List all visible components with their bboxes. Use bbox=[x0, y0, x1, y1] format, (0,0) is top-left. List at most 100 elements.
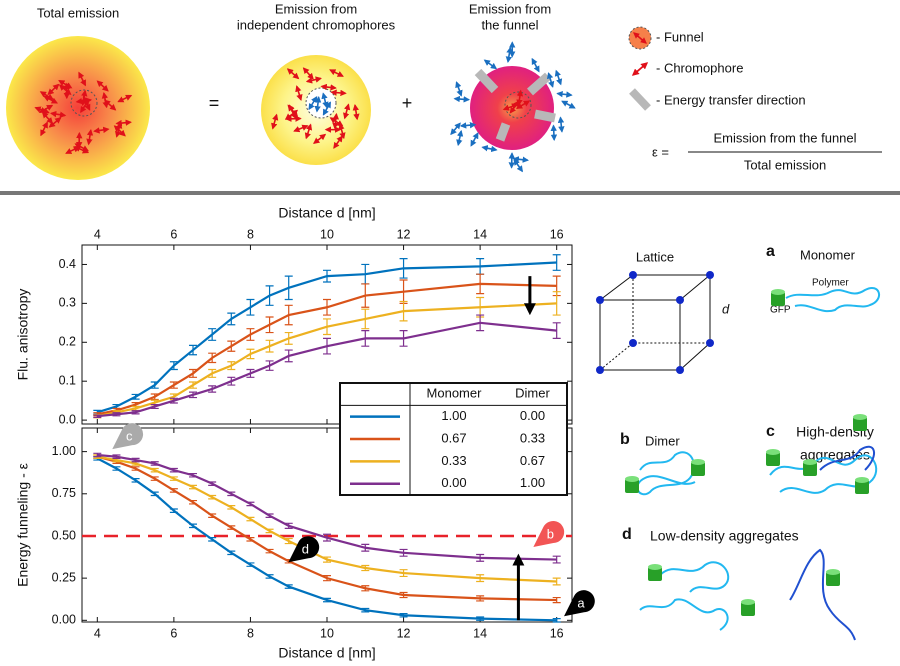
x-tick-label: 4 bbox=[94, 626, 101, 640]
chromophore-arrow bbox=[314, 96, 322, 113]
chromophore-arrow bbox=[113, 125, 126, 137]
plots: 4 6 8 10 12 14 16 Distance d [nm] 0.0 0.1 0.2 0.3 0.… bbox=[15, 205, 595, 661]
chromophore-arrow bbox=[329, 69, 344, 77]
chromophore-arrow bbox=[338, 123, 346, 140]
polymer bbox=[785, 287, 880, 313]
chromophore-arrow bbox=[554, 69, 563, 86]
chromophore-arrow bbox=[308, 96, 318, 111]
table-cell: 0.67 bbox=[441, 430, 466, 445]
error-bar bbox=[552, 291, 561, 316]
chromophore-arrow bbox=[450, 122, 461, 136]
funnel-circle bbox=[305, 87, 337, 119]
y-tick-label: 0.1 bbox=[59, 373, 76, 387]
chromophore-arrow bbox=[38, 104, 54, 113]
chromophore-arrow bbox=[531, 57, 540, 73]
lattice-nodes bbox=[596, 271, 714, 374]
schematic-title: Emission from bbox=[275, 1, 357, 16]
chromophore-arrow bbox=[78, 71, 87, 87]
chromophore-arrow bbox=[115, 119, 132, 127]
table-header: Monomer bbox=[427, 386, 483, 401]
legend-label: - Chromophore bbox=[656, 60, 743, 75]
polymer bbox=[659, 561, 730, 593]
chromophore-arrow bbox=[505, 46, 513, 63]
series-line bbox=[97, 282, 557, 416]
series-line bbox=[97, 321, 557, 418]
chromophore-arrow bbox=[557, 116, 565, 133]
chromophore-arrow bbox=[322, 101, 331, 116]
chromophore-arrow bbox=[329, 117, 344, 127]
chromophore-arrow bbox=[93, 126, 110, 134]
table-header: Dimer bbox=[515, 386, 550, 401]
error-bar bbox=[552, 555, 561, 564]
chromophore-arrow bbox=[320, 83, 337, 91]
error-bar bbox=[552, 596, 561, 604]
gfp-group bbox=[625, 289, 869, 616]
x-tick-label: 6 bbox=[170, 626, 177, 640]
chromophore-arrow bbox=[117, 94, 133, 103]
point-marker bbox=[564, 590, 595, 617]
chromophore-arrow bbox=[302, 67, 314, 80]
chromophore-arrow bbox=[295, 85, 303, 101]
chromophore-arrow bbox=[512, 156, 529, 163]
x-tick-label: 6 bbox=[170, 227, 177, 241]
table-cell: 0.67 bbox=[520, 453, 545, 468]
chromophore-arrow bbox=[352, 103, 360, 121]
point-marker-label: a bbox=[577, 596, 585, 611]
series-line bbox=[96, 261, 557, 414]
point-marker bbox=[112, 423, 144, 450]
chromophore-arrow bbox=[453, 95, 470, 103]
schematic: Total emission = Emission from independe… bbox=[6, 1, 882, 180]
equation-denominator: Total emission bbox=[744, 157, 826, 172]
point-marker-label: b bbox=[547, 526, 554, 541]
panel-title: aggregates bbox=[800, 447, 870, 463]
legend-label: - Funnel bbox=[656, 29, 704, 44]
x-tick-label: 4 bbox=[94, 227, 101, 241]
table-cell: 1.00 bbox=[520, 475, 545, 490]
gfp-cap bbox=[803, 459, 817, 465]
polymer bbox=[639, 598, 729, 631]
table-cell: 0.33 bbox=[441, 453, 466, 468]
chromophore-arrow bbox=[288, 104, 297, 120]
series-line bbox=[97, 455, 557, 583]
x-tick-label: 14 bbox=[473, 626, 487, 640]
polymer bbox=[789, 548, 856, 641]
chromophore-arrow bbox=[459, 121, 477, 129]
chromophore-arrow bbox=[513, 158, 523, 173]
legend-funnel-arrow bbox=[633, 32, 647, 44]
point-marker bbox=[288, 536, 320, 563]
lattice-cube bbox=[599, 274, 711, 371]
chromophore-arrow bbox=[65, 146, 81, 154]
gfp-cap bbox=[741, 599, 755, 605]
table-cell: 1.00 bbox=[441, 408, 466, 423]
error-bar bbox=[552, 322, 561, 339]
x-tick-label: 8 bbox=[247, 227, 254, 241]
chromophore-arrow bbox=[47, 83, 60, 96]
equals-sign: = bbox=[209, 93, 220, 113]
panel-title: Monomer bbox=[800, 247, 856, 262]
chromophore-arrow bbox=[305, 76, 322, 84]
equation-lhs: ε = bbox=[652, 144, 669, 159]
y-axis-label: Flu. anisotropy bbox=[15, 289, 31, 381]
panel-letter: c bbox=[766, 423, 775, 440]
polymer bbox=[819, 445, 875, 471]
series-line bbox=[96, 457, 557, 622]
gfp-cap bbox=[771, 289, 785, 295]
table-cell: 0.00 bbox=[441, 475, 466, 490]
y-tick-label: 1.00 bbox=[52, 444, 76, 458]
chromophore-arrow bbox=[470, 132, 479, 147]
chromophore-arrow bbox=[286, 68, 300, 80]
chromophore-arrow bbox=[75, 97, 93, 105]
y-tick-label: 0.0 bbox=[59, 412, 76, 426]
legend-transfer bbox=[629, 88, 651, 111]
gfp-barrel bbox=[766, 452, 780, 466]
panel-letter: d bbox=[622, 526, 632, 543]
panel-title: Low-density aggregates bbox=[650, 528, 799, 544]
chromophore-arrow bbox=[313, 133, 327, 144]
x-tick-label: 8 bbox=[247, 626, 254, 640]
point-marker-label: d bbox=[302, 542, 309, 557]
chromophore-arrow bbox=[455, 81, 463, 97]
gfp-barrel bbox=[803, 462, 817, 476]
point-marker-label: c bbox=[126, 429, 133, 444]
y-axis-label: Energy funneling - ε bbox=[15, 463, 31, 587]
